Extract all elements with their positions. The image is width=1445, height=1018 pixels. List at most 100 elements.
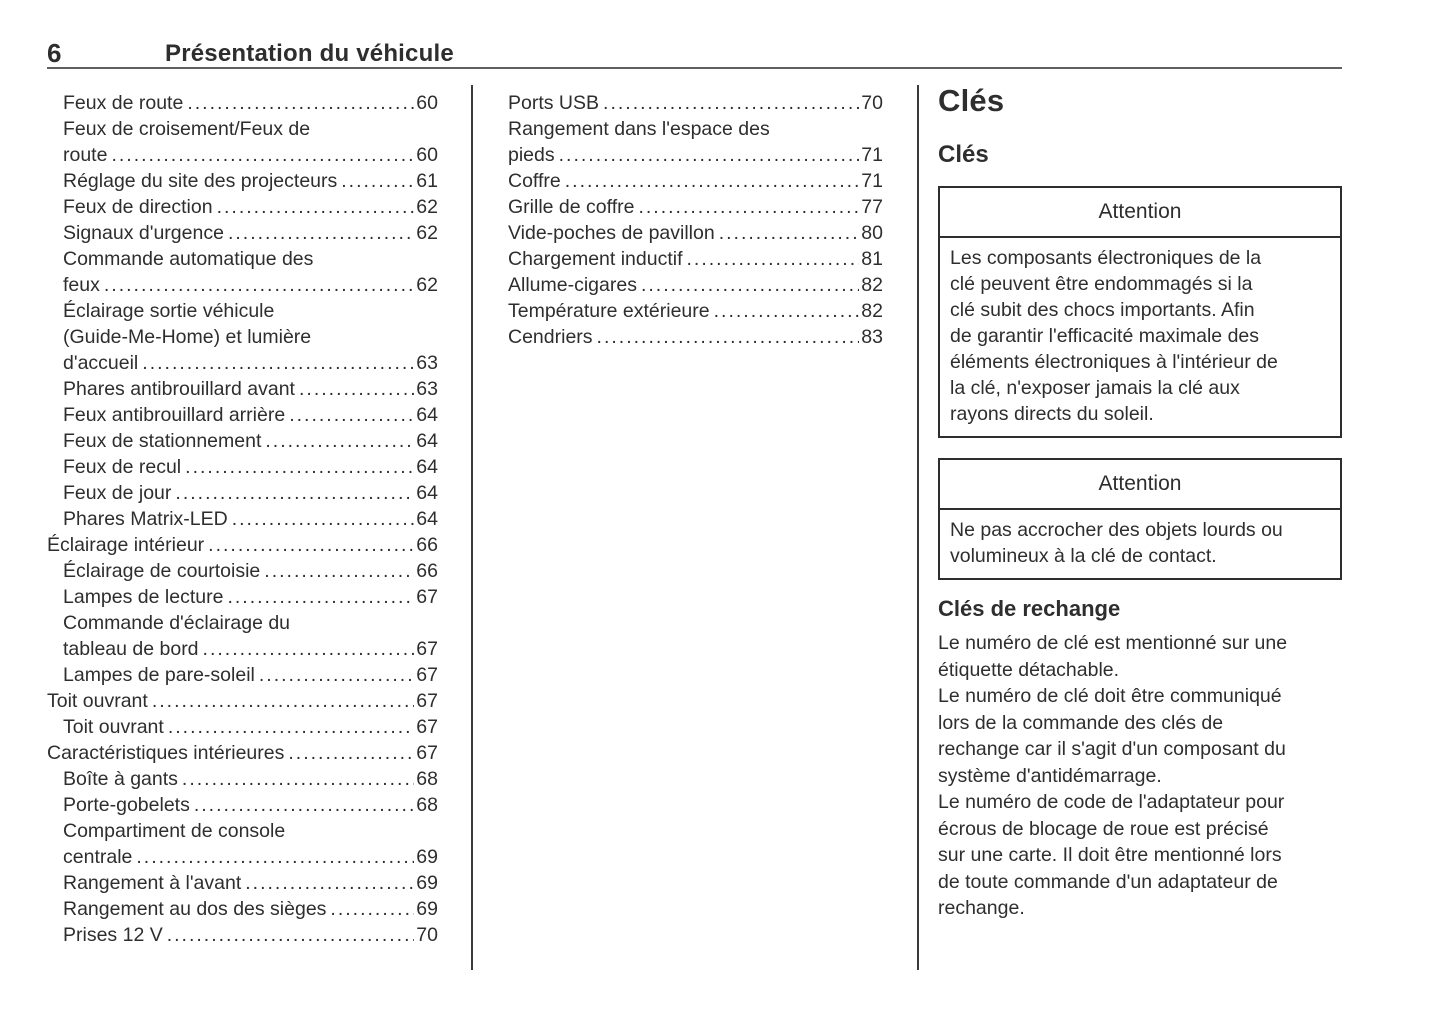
toc-leader-dots <box>182 766 414 792</box>
toc-entry: d'accueil 63 <box>47 350 438 376</box>
toc-leader-dots <box>142 350 414 376</box>
toc-page-number: 67 <box>416 690 438 712</box>
toc-entry-label: Feux de stationnement <box>63 430 262 452</box>
toc-entry-label: Rangement dans l'espace des <box>508 118 770 140</box>
toc-page-number: 60 <box>416 144 438 166</box>
keys-section-title: Clés <box>938 83 1005 118</box>
toc-entry-label: Grille de coffre <box>508 196 635 218</box>
toc-page-number: 64 <box>416 508 438 530</box>
toc-entry: Feux de jour 64 <box>47 480 438 506</box>
toc-entry-label: Chargement inductif <box>508 248 683 270</box>
toc-entry-label: Réglage du site des projecteurs <box>63 170 338 192</box>
toc-page-number: 67 <box>416 742 438 764</box>
page-number: 6 <box>47 38 62 68</box>
toc-entry-label: Allume-cigares <box>508 274 637 296</box>
toc-page-number: 62 <box>416 274 438 296</box>
toc-page-number: 62 <box>416 196 438 218</box>
toc-leader-dots <box>288 740 414 766</box>
toc-page-number: 67 <box>416 664 438 686</box>
page-title: Présentation du véhicule <box>165 40 454 67</box>
toc-entry: feux 62 <box>47 272 438 298</box>
toc-entry: pieds 71 <box>508 142 883 168</box>
toc-page-number: 68 <box>416 768 438 790</box>
toc-entry-label: Vide-poches de pavillon <box>508 222 715 244</box>
toc-page-number: 71 <box>861 144 883 166</box>
keys-section: Clés Clés Attention Les composants élect… <box>938 83 1342 922</box>
toc-entry-label: Rangement au dos des sièges <box>63 898 327 920</box>
toc-entry: Boîte à gants 68 <box>47 766 438 792</box>
toc-entry-label: Coffre <box>508 170 561 192</box>
toc-leader-dots <box>187 90 414 116</box>
toc-leader-dots <box>638 194 859 220</box>
toc-page-number: 60 <box>416 92 438 114</box>
toc-entry: Caractéristiques intérieures 67 <box>47 740 438 766</box>
toc-entry-label: Toit ouvrant <box>47 690 148 712</box>
toc-entry-label: Signaux d'urgence <box>63 222 224 244</box>
spare-keys-paragraph: Le numéro de code de l'adaptateur pour é… <box>938 791 1285 919</box>
toc-entry: Cendriers 83 <box>508 324 883 350</box>
toc-leader-dots <box>330 896 414 922</box>
toc-page-number: 69 <box>416 846 438 868</box>
toc-leader-dots <box>175 480 414 506</box>
toc-page-number: 69 <box>416 898 438 920</box>
toc-entry: Commande d'éclairage du <box>47 610 438 636</box>
toc-page-number: 68 <box>416 794 438 816</box>
toc-leader-dots <box>264 558 414 584</box>
toc-leader-dots <box>259 662 414 688</box>
toc-entry-label: centrale <box>63 846 133 868</box>
toc-entry-label: Ports USB <box>508 92 600 114</box>
toc-entry: Phares Matrix-LED 64 <box>47 506 438 532</box>
toc-entry-label: Rangement à l'avant <box>63 872 242 894</box>
spare-keys-heading: Clés de rechange <box>938 596 1121 621</box>
toc-leader-dots <box>111 142 414 168</box>
toc-entry: Compartiment de console <box>47 818 438 844</box>
toc-leader-dots <box>104 272 414 298</box>
toc-entry-label: Feux de jour <box>63 482 172 504</box>
toc-entry: Commande automatique des <box>47 246 438 272</box>
toc-page-number: 69 <box>416 872 438 894</box>
toc-entry-label: Feux de croisement/Feux de <box>63 118 311 140</box>
toc-entry-label: feux <box>63 274 100 296</box>
toc-leader-dots <box>597 324 860 350</box>
toc-entry-label: Éclairage de courtoisie <box>63 560 261 582</box>
toc-leader-dots <box>299 376 414 402</box>
column-separator-1 <box>471 85 473 970</box>
toc-page-number: 71 <box>861 170 883 192</box>
toc-entry: Vide-poches de pavillon 80 <box>508 220 883 246</box>
toc-entry-label: Lampes de lecture <box>63 586 224 608</box>
toc-leader-dots <box>152 688 414 714</box>
toc-entry: Porte-gobelets 68 <box>47 792 438 818</box>
toc-entry-label: tableau de bord <box>63 638 199 660</box>
header-rule <box>47 67 1342 69</box>
toc-leader-dots <box>228 220 414 246</box>
toc-page-number: 61 <box>416 170 438 192</box>
toc-leader-dots <box>217 194 415 220</box>
toc-entry-label: Porte-gobelets <box>63 794 190 816</box>
toc-entry: Chargement inductif 81 <box>508 246 883 272</box>
toc-page-number: 67 <box>416 586 438 608</box>
keys-subsection-title: Clés <box>938 141 989 168</box>
toc-page-number: 67 <box>416 638 438 660</box>
toc-entry-label: pieds <box>508 144 555 166</box>
toc-page-number: 82 <box>861 274 883 296</box>
toc-entry: Éclairage intérieur 66 <box>47 532 438 558</box>
toc-leader-dots <box>185 454 414 480</box>
toc-entry: Rangement dans l'espace des <box>508 116 883 142</box>
column-separator-2 <box>917 85 919 970</box>
toc-page-number: 83 <box>861 326 883 348</box>
toc-leader-dots <box>265 428 414 454</box>
toc-entry: Éclairage de courtoisie 66 <box>47 558 438 584</box>
toc-entry-label: Commande d'éclairage du <box>63 612 291 634</box>
toc-entry: Lampes de lecture 67 <box>47 584 438 610</box>
toc-leader-dots <box>565 168 860 194</box>
toc-page-number: 64 <box>416 430 438 452</box>
toc-entry: Éclairage sortie véhicule <box>47 298 438 324</box>
toc-page-number: 77 <box>861 196 883 218</box>
toc-entry-label: Toit ouvrant <box>63 716 164 738</box>
toc-entry: Feux de croisement/Feux de <box>47 116 438 142</box>
toc-entry: Lampes de pare-soleil 67 <box>47 662 438 688</box>
toc-leader-dots <box>714 298 860 324</box>
toc-entry: Phares antibrouillard avant 63 <box>47 376 438 402</box>
toc-leader-dots <box>194 792 414 818</box>
